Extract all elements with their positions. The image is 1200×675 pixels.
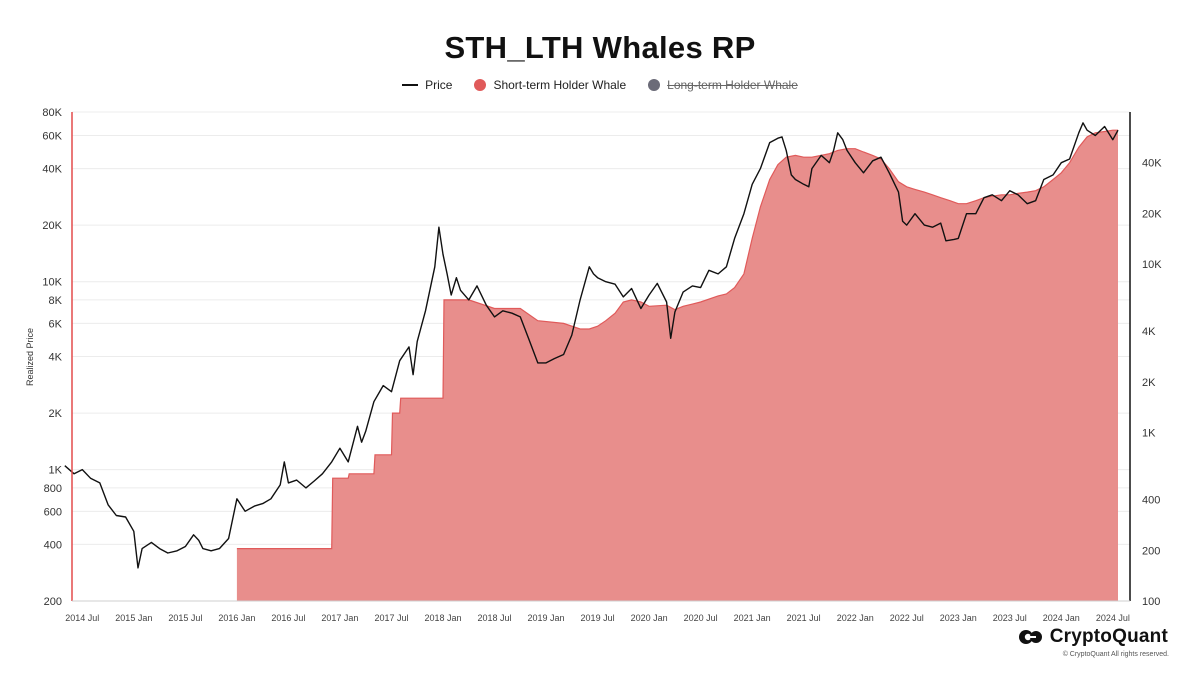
- x-tick-label: 2019 Jul: [581, 613, 615, 623]
- right-tick-label: 2K: [1142, 377, 1156, 389]
- left-tick-label: 60K: [42, 130, 62, 142]
- cryptoquant-logo-icon: [1018, 630, 1042, 644]
- x-tick-label: 2023 Jan: [940, 613, 977, 623]
- left-tick-label: 400: [44, 539, 62, 551]
- x-tick-label: 2021 Jan: [734, 613, 771, 623]
- x-axis-ticks: 2014 Jul 2015 Jan 2015 Jul 2016 Jan 2016 Jul…: [65, 613, 1130, 623]
- legend-price-label: Price: [425, 78, 453, 92]
- left-tick-label: 40K: [42, 164, 62, 176]
- x-tick-label: 2020 Jul: [684, 613, 718, 623]
- x-tick-label: 2023 Jul: [993, 613, 1027, 623]
- x-tick-label: 2022 Jan: [837, 613, 874, 623]
- x-tick-label: 2022 Jul: [890, 613, 924, 623]
- x-tick-label: 2024 Jul: [1096, 613, 1130, 623]
- right-tick-label: 4K: [1142, 326, 1156, 338]
- left-tick-label: 200: [44, 596, 62, 608]
- x-tick-label: 2018 Jul: [478, 613, 512, 623]
- x-tick-label: 2015 Jul: [168, 613, 202, 623]
- legend-item-lth[interactable]: Long-term Holder Whale: [648, 78, 798, 92]
- sth-whale-area: [236, 130, 1118, 601]
- x-tick-label: 2016 Jan: [218, 613, 255, 623]
- brand-logo: CryptoQuant: [1018, 626, 1168, 648]
- left-axis-ticks: 80K 60K 40K 20K 10K 8K 6K 4K 2K 1K 800 600 400 200: [42, 107, 62, 608]
- right-tick-label: 100: [1142, 596, 1160, 608]
- legend: Price Short-term Holder Whale Long-term …: [0, 78, 1200, 92]
- x-tick-label: 2019 Jan: [528, 613, 565, 623]
- y-axis-title: Realized Price: [25, 328, 35, 386]
- legend-sth-swatch: [474, 79, 487, 91]
- right-tick-label: 40K: [1142, 158, 1162, 170]
- x-tick-label: 2018 Jan: [424, 613, 461, 623]
- left-tick-label: 600: [44, 506, 62, 518]
- left-tick-label: 10K: [42, 277, 62, 289]
- legend-item-sth[interactable]: Short-term Holder Whale: [474, 78, 626, 92]
- x-tick-label: 2020 Jan: [631, 613, 668, 623]
- legend-price-swatch: [402, 84, 419, 86]
- left-tick-label: 20K: [42, 220, 62, 232]
- x-tick-label: 2017 Jan: [321, 613, 358, 623]
- left-tick-label: 800: [44, 483, 62, 495]
- price-line: [64, 122, 1119, 569]
- left-tick-label: 4K: [49, 352, 63, 364]
- left-tick-label: 6K: [49, 318, 63, 330]
- x-tick-label: 2024 Jan: [1043, 613, 1080, 623]
- x-tick-label: 2015 Jan: [115, 613, 152, 623]
- legend-item-price[interactable]: Price: [402, 78, 452, 92]
- copyright: © CryptoQuant All rights reserved.: [1062, 651, 1169, 658]
- x-tick-label: 2014 Jul: [65, 613, 99, 623]
- right-tick-label: 200: [1142, 545, 1160, 557]
- legend-lth-swatch: [648, 79, 661, 91]
- chart-title: STH_LTH Whales RP: [444, 30, 756, 65]
- x-tick-label: 2016 Jul: [271, 613, 305, 623]
- legend-sth-label: Short-term Holder Whale: [493, 78, 627, 92]
- right-tick-label: 20K: [1142, 208, 1162, 220]
- brand-name: CryptoQuant: [1049, 626, 1168, 647]
- x-tick-label: 2021 Jul: [787, 613, 821, 623]
- left-tick-label: 8K: [49, 295, 63, 307]
- right-tick-label: 400: [1142, 495, 1160, 507]
- left-tick-label: 80K: [42, 107, 62, 119]
- right-tick-label: 10K: [1142, 259, 1162, 271]
- left-tick-label: 2K: [49, 408, 63, 420]
- legend-lth-label: Long-term Holder Whale: [667, 78, 798, 92]
- x-tick-label: 2017 Jul: [374, 613, 408, 623]
- right-tick-label: 1K: [1142, 428, 1156, 440]
- right-axis-ticks: 40K 20K 10K 4K 2K 1K 400 200 100: [1142, 158, 1162, 608]
- left-tick-label: 1K: [49, 465, 63, 477]
